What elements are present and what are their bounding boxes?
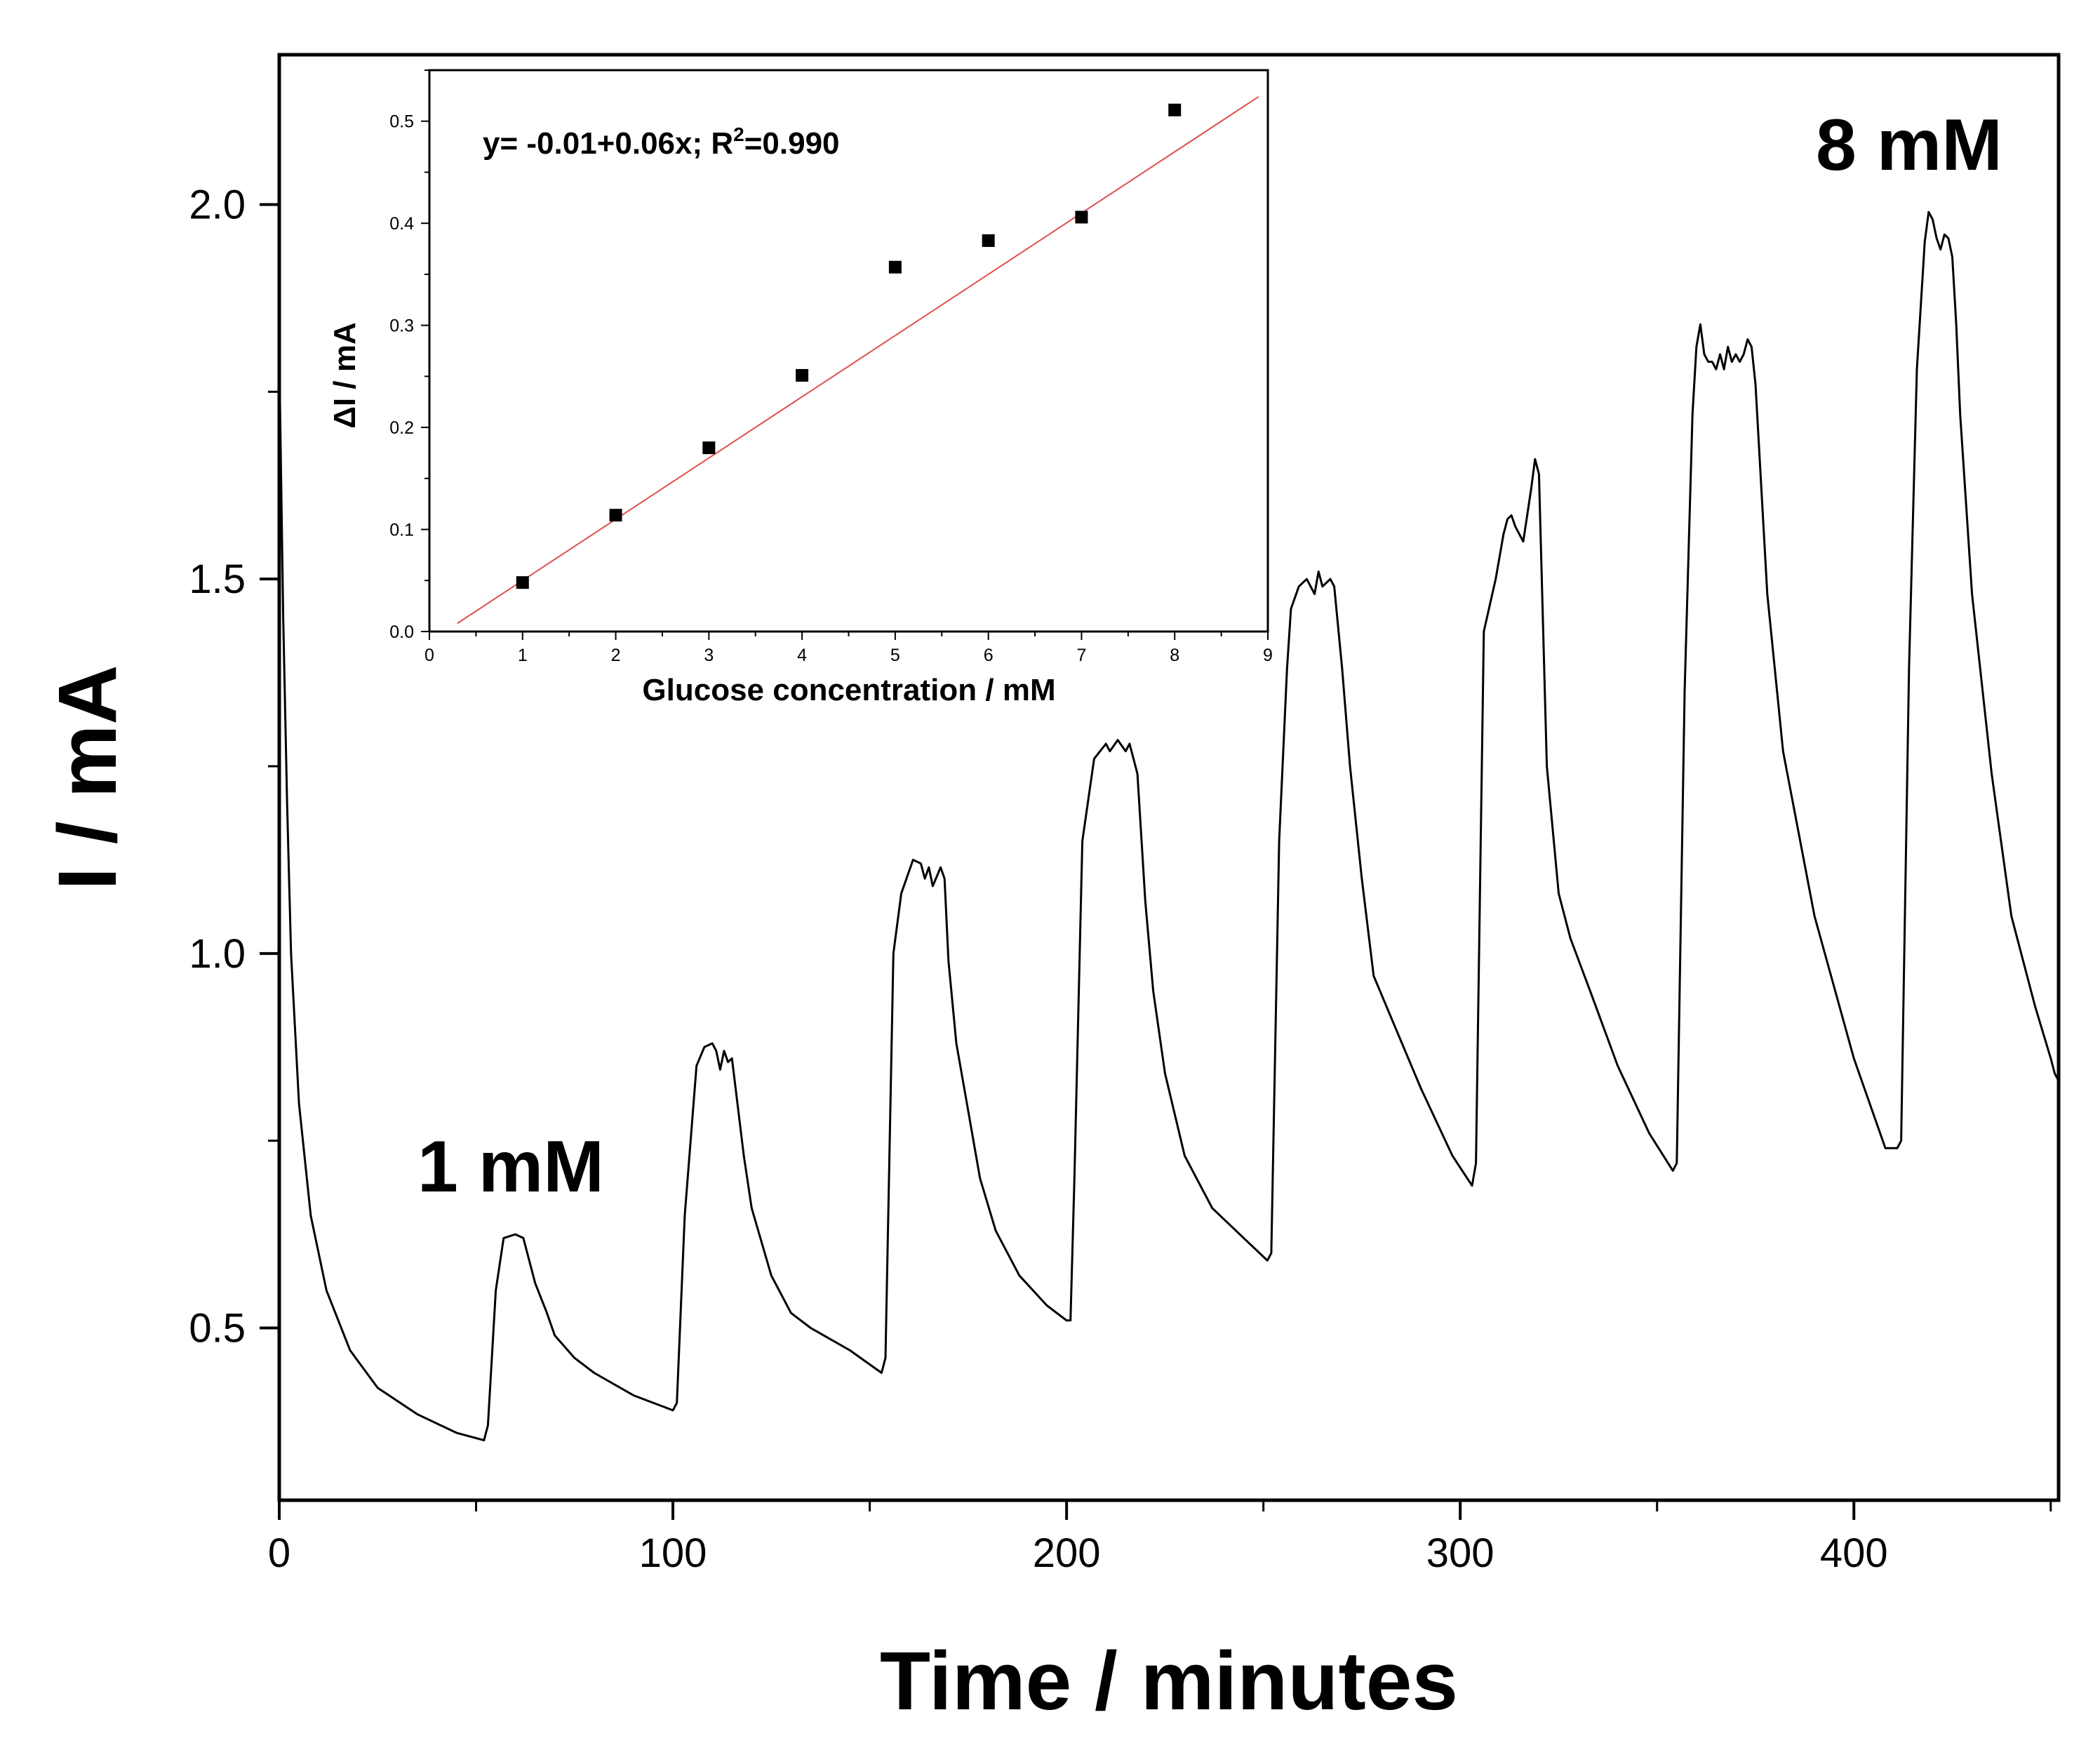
annotation-1mM: 1 mM: [417, 1126, 604, 1208]
inset-data-point: [516, 576, 529, 589]
inset-x-axis-title: Glucose concentration / mM: [642, 673, 1055, 707]
inset-data-point: [796, 368, 809, 382]
main-x-tick-label: 0: [268, 1530, 290, 1576]
inset-data-point: [888, 260, 902, 274]
main-x-tick-label: 400: [1820, 1530, 1888, 1576]
inset-x-tick-label: 5: [890, 646, 900, 665]
inset-tick-marks: [421, 69, 1269, 640]
inset-x-tick-label: 1: [518, 646, 528, 665]
main-tick-marks: [260, 203, 2052, 1520]
inset-y-axis-title: ΔI / mA: [328, 322, 362, 428]
inset-y-tick-label: 0.2: [389, 418, 414, 438]
main-y-tick-label: 1.5: [189, 556, 246, 602]
inset-x-tick-label: 3: [704, 646, 714, 665]
x-axis-title: Time / minutes: [880, 1635, 1458, 1728]
inset-data-point: [1075, 211, 1088, 224]
inset-x-tick-label: 4: [797, 646, 807, 665]
inset-y-tick-label: 0.4: [389, 214, 414, 234]
inset-y-tick-label: 0.0: [389, 622, 414, 642]
annotation-8mM: 8 mM: [1816, 105, 2002, 186]
main-y-tick-label: 1.0: [189, 931, 246, 977]
inset-x-tick-label: 7: [1076, 646, 1086, 665]
inset-x-tick-label: 8: [1170, 646, 1179, 665]
inset-data-point: [609, 509, 622, 522]
main-y-tick-label: 2.0: [189, 182, 246, 227]
main-plot-frame: [277, 53, 2061, 1502]
main-y-tick-label: 0.5: [189, 1306, 246, 1351]
inset-equation-suffix: =0.990: [744, 126, 840, 161]
inset-equation-prefix: y= -0.01+0.06x; R: [483, 126, 733, 161]
inset-tick-labels: 0 1 2 3 4 5 6 7 8 9 0.0 0.1 0.2 0.3 0.4 0.5: [389, 112, 1273, 665]
current-curve: [278, 211, 2060, 1442]
inset-x-tick-label: 2: [611, 646, 621, 665]
main-x-tick-label: 200: [1033, 1530, 1101, 1576]
inset-data-point: [982, 234, 995, 247]
inset-y-tick-label: 0.3: [389, 316, 414, 336]
main-x-tick-label: 300: [1426, 1530, 1494, 1576]
inset-equation-sup: 2: [733, 123, 744, 145]
inset-x-tick-label: 0: [424, 646, 434, 665]
inset-data-point: [1168, 103, 1182, 116]
inset-x-tick-label: 6: [984, 646, 994, 665]
main-x-tick-label: 100: [639, 1530, 707, 1576]
inset-y-tick-label: 0.1: [389, 521, 414, 540]
inset-points: [516, 103, 1182, 589]
inset-fit-line: [457, 95, 1259, 625]
main-tick-labels: 0 100 200 300 400 0.5 1.0 1.5 2.0: [189, 182, 1887, 1576]
y-axis-title: I / mA: [41, 665, 134, 890]
inset-data-point: [702, 441, 716, 455]
inset-x-tick-label: 9: [1263, 646, 1273, 665]
inset-equation: y= -0.01+0.06x; R2=0.990: [483, 123, 840, 161]
inset-y-tick-label: 0.5: [389, 112, 414, 132]
